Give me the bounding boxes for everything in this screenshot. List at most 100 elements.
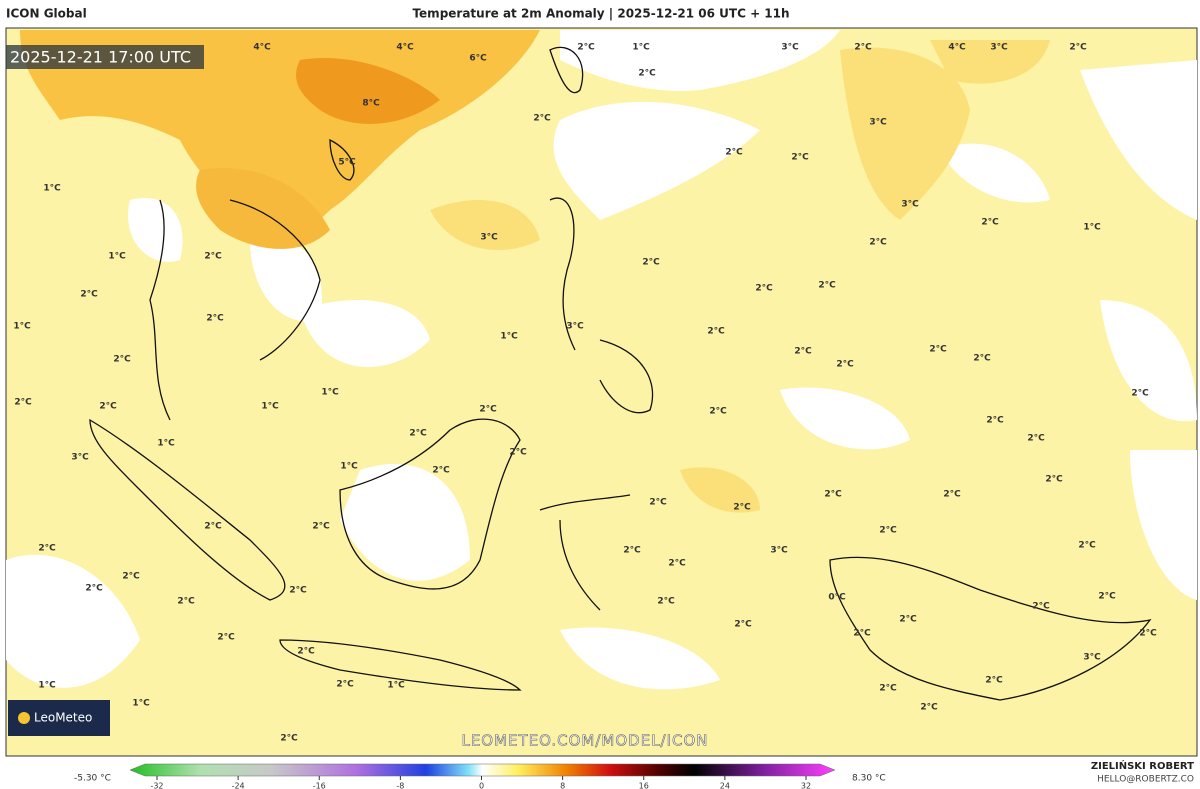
map-title: Temperature at 2m Anomaly | 2025-12-21 0… [412, 7, 789, 21]
temp-label: 1°C [132, 699, 150, 709]
temp-label: 2°C [725, 148, 743, 158]
temp-label: 2°C [1139, 629, 1157, 639]
temp-label: 4°C [253, 43, 271, 53]
colorbar-tick-label: -8 [396, 782, 404, 789]
temp-label: 2°C [1032, 602, 1050, 612]
temp-label: 2°C [981, 218, 999, 228]
temp-label: 2°C [280, 734, 298, 744]
valid-time: 2025-12-21 17:00 UTC [10, 48, 191, 67]
temp-label: 3°C [1083, 653, 1101, 663]
colorbar-tick-label: 24 [720, 782, 730, 789]
temp-label: 2°C [217, 633, 235, 643]
temp-label: 2°C [577, 43, 595, 53]
temp-label: 2°C [791, 153, 809, 163]
temp-label: 2°C [1045, 475, 1063, 485]
model-name: ICON Global [6, 7, 87, 21]
watermark: LEOMETEO.COM/MODEL/ICON [461, 732, 708, 750]
temp-label: 2°C [824, 490, 842, 500]
temp-label: 2°C [794, 347, 812, 357]
temp-label: 2°C [80, 290, 98, 300]
temp-label: 1°C [500, 332, 518, 342]
temp-label: 2°C [638, 69, 656, 79]
warm-areas [20, 30, 1050, 513]
min-label: -5.30 °C [74, 774, 111, 784]
temp-label: 2°C [869, 238, 887, 248]
colorbar-ticks: -32 -24 -16 -8 0 8 16 24 32 [150, 776, 811, 789]
temp-label: 3°C [566, 322, 584, 332]
max-label: 8.30 °C [852, 774, 886, 784]
temp-label: 1°C [387, 681, 405, 691]
temp-label: 1°C [321, 388, 339, 398]
temp-label: 2°C [707, 327, 725, 337]
temp-label: 2°C [668, 559, 686, 569]
coastlines [89, 46, 1152, 701]
temp-label: 2°C [409, 429, 427, 439]
temp-label: 2°C [312, 522, 330, 532]
cool-areas [6, 30, 1197, 690]
temp-label: 2°C [1098, 592, 1116, 602]
temp-label: 2°C [99, 402, 117, 412]
temp-label: 2°C [854, 43, 872, 53]
temp-label: 2°C [1027, 434, 1045, 444]
temp-label: 2°C [929, 345, 947, 355]
temp-label: 8°C [362, 99, 380, 109]
logo-text: LeoMeteo [34, 711, 92, 725]
temp-label: 2°C [297, 647, 315, 657]
logo-sun [18, 712, 30, 724]
temp-label: 3°C [869, 118, 887, 128]
temp-label: 2°C [14, 398, 32, 408]
temp-label: 2°C [943, 490, 961, 500]
temp-label: 2°C [1069, 43, 1087, 53]
colorbar-tick-label: 32 [801, 782, 811, 789]
temp-label: 4°C [396, 43, 414, 53]
temp-label: 2°C [642, 258, 660, 268]
temp-label: 1°C [43, 184, 61, 194]
temp-label: 2°C [204, 522, 222, 532]
colorbar-tick-label: 0 [479, 782, 484, 789]
colorbar-tick-label: -16 [313, 782, 326, 789]
temp-label: 1°C [1083, 223, 1101, 233]
temp-label: 3°C [480, 233, 498, 243]
temp-label: 1°C [13, 322, 31, 332]
temp-label: 2°C [657, 597, 675, 607]
temp-label: 2°C [985, 676, 1003, 686]
temp-label: 2°C [479, 405, 497, 415]
temp-label: 2°C [899, 615, 917, 625]
colorbar-tick-label: 16 [639, 782, 649, 789]
temp-label: 2°C [1078, 541, 1096, 551]
temp-label: 2°C [85, 584, 103, 594]
colorbar [129, 763, 836, 777]
temp-label: 1°C [38, 681, 56, 691]
temp-label: 6°C [469, 54, 487, 64]
temp-label: 2°C [122, 572, 140, 582]
temp-label: 2°C [649, 498, 667, 508]
temp-label: 4°C [948, 43, 966, 53]
temp-label: 3°C [71, 453, 89, 463]
temp-label: 1°C [632, 43, 650, 53]
temp-label: 0°C [828, 593, 846, 603]
temp-label: 2°C [920, 703, 938, 713]
time-box [6, 45, 204, 69]
temp-label: 2°C [336, 680, 354, 690]
temp-label: 2°C [853, 629, 871, 639]
temp-label: 3°C [781, 43, 799, 53]
temperature-labels: 4°C 4°C 6°C 2°C 1°C 3°C 2°C 4°C 3°C 2°C 2°C 8°C 5°C 2… [13, 43, 1157, 744]
temp-label: 1°C [340, 462, 358, 472]
temp-label: 2°C [734, 620, 752, 630]
colorbar-tick-label: -32 [150, 782, 163, 789]
temp-label: 2°C [733, 503, 751, 513]
temp-label: 3°C [770, 546, 788, 556]
temp-label: 2°C [204, 252, 222, 262]
temp-label: 2°C [533, 114, 551, 124]
temp-label: 2°C [836, 360, 854, 370]
temp-label: 2°C [1131, 389, 1149, 399]
map-area: 2025-12-21 17:00 UTC 4°C 4°C 6°C 2°C 1°C 3°C 2… [5, 27, 1198, 757]
temp-label: 2°C [709, 407, 727, 417]
temp-label: 2°C [113, 355, 131, 365]
temp-label: 1°C [108, 252, 126, 262]
temp-label: 2°C [177, 597, 195, 607]
colorbar-tick-label: 8 [560, 782, 565, 789]
colorbar-tick-label: -24 [232, 782, 245, 789]
temp-label: 1°C [157, 439, 175, 449]
temp-label: 2°C [38, 544, 56, 554]
